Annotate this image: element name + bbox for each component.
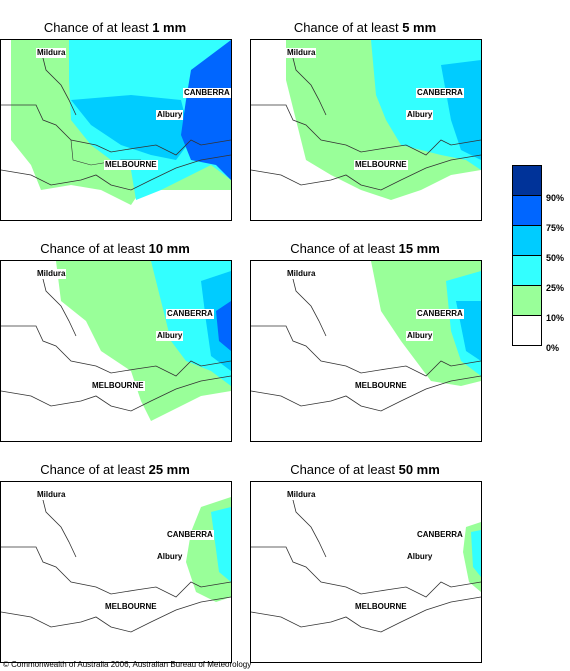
- city-label-melbourne: MELBOURNE: [354, 602, 408, 612]
- city-label-canberra: CANBERRA: [183, 88, 231, 98]
- city-label-canberra: CANBERRA: [166, 530, 214, 540]
- map-panel-5mm: Mildura CANBERRA Albury MELBOURNE: [250, 39, 482, 221]
- panel-title-15mm: Chance of at least 15 mm: [250, 241, 480, 256]
- legend-swatch: [512, 195, 542, 225]
- city-label-albury: Albury: [156, 552, 184, 562]
- city-label-canberra: CANBERRA: [416, 530, 464, 540]
- title-amount: 25 mm: [148, 462, 190, 477]
- map-graphic: [1, 261, 231, 421]
- title-prefix: Chance of at least: [43, 20, 153, 35]
- city-label-canberra: CANBERRA: [166, 309, 214, 319]
- panel-title-10mm: Chance of at least 10 mm: [0, 241, 230, 256]
- map-panel-10mm: Mildura CANBERRA Albury MELBOURNE: [0, 260, 232, 442]
- panel-title-50mm: Chance of at least 50 mm: [250, 462, 480, 477]
- map-panel-15mm: Mildura CANBERRA Albury MELBOURNE: [250, 260, 482, 442]
- title-prefix: Chance of at least: [40, 462, 149, 477]
- map-panel-1mm: Mildura CANBERRA Albury MELBOURNE: [0, 39, 232, 221]
- title-prefix: Chance of at least: [293, 20, 403, 35]
- legend: [512, 165, 542, 346]
- legend-swatch: [512, 315, 542, 346]
- legend-label: 90%: [546, 193, 565, 203]
- city-label-albury: Albury: [406, 331, 434, 341]
- panel-title-25mm: Chance of at least 25 mm: [0, 462, 230, 477]
- city-label-mildura: Mildura: [286, 48, 317, 58]
- city-label-albury: Albury: [156, 110, 184, 120]
- city-label-albury: Albury: [156, 331, 184, 341]
- copyright-notice: © Commonwealth of Australia 2006, Austra…: [3, 660, 252, 669]
- legend-label: 50%: [546, 253, 565, 263]
- legend-swatch: [512, 165, 542, 195]
- legend-label: 25%: [546, 283, 565, 293]
- city-label-melbourne: MELBOURNE: [91, 381, 145, 391]
- city-label-albury: Albury: [406, 110, 434, 120]
- map-graphic: [251, 261, 481, 412]
- map-graphic: [1, 491, 231, 633]
- title-prefix: Chance of at least: [290, 241, 399, 256]
- legend-label: 75%: [546, 223, 565, 233]
- legend-label: 0%: [546, 343, 560, 353]
- legend-swatch: [512, 285, 542, 315]
- title-prefix: Chance of at least: [40, 241, 149, 256]
- city-label-melbourne: MELBOURNE: [354, 381, 408, 391]
- panel-title-1mm: Chance of at least 1 mm: [0, 20, 230, 35]
- panel-title-5mm: Chance of at least 5 mm: [250, 20, 480, 35]
- map-graphic: [251, 40, 481, 200]
- title-amount: 5 mm: [402, 20, 437, 35]
- city-label-mildura: Mildura: [286, 269, 317, 279]
- map-panel-25mm: Mildura CANBERRA Albury MELBOURNE: [0, 481, 232, 663]
- title-amount: 1 mm: [152, 20, 187, 35]
- map-graphic: [1, 40, 231, 205]
- legend-label: 10%: [546, 313, 565, 323]
- city-label-mildura: Mildura: [286, 490, 317, 500]
- city-label-mildura: Mildura: [36, 269, 67, 279]
- title-prefix: Chance of at least: [290, 462, 399, 477]
- title-amount: 50 mm: [398, 462, 440, 477]
- title-amount: 10 mm: [148, 241, 190, 256]
- title-amount: 15 mm: [398, 241, 440, 256]
- city-label-melbourne: MELBOURNE: [354, 160, 408, 170]
- city-label-canberra: CANBERRA: [416, 88, 464, 98]
- legend-swatch: [512, 255, 542, 285]
- city-label-albury: Albury: [406, 552, 434, 562]
- city-label-melbourne: MELBOURNE: [104, 602, 158, 612]
- city-label-mildura: Mildura: [36, 48, 67, 58]
- city-label-canberra: CANBERRA: [416, 309, 464, 319]
- map-panel-50mm: Mildura CANBERRA Albury MELBOURNE: [250, 481, 482, 663]
- map-graphic: [251, 491, 481, 633]
- legend-swatch: [512, 225, 542, 255]
- city-label-mildura: Mildura: [36, 490, 67, 500]
- city-label-melbourne: MELBOURNE: [104, 160, 158, 170]
